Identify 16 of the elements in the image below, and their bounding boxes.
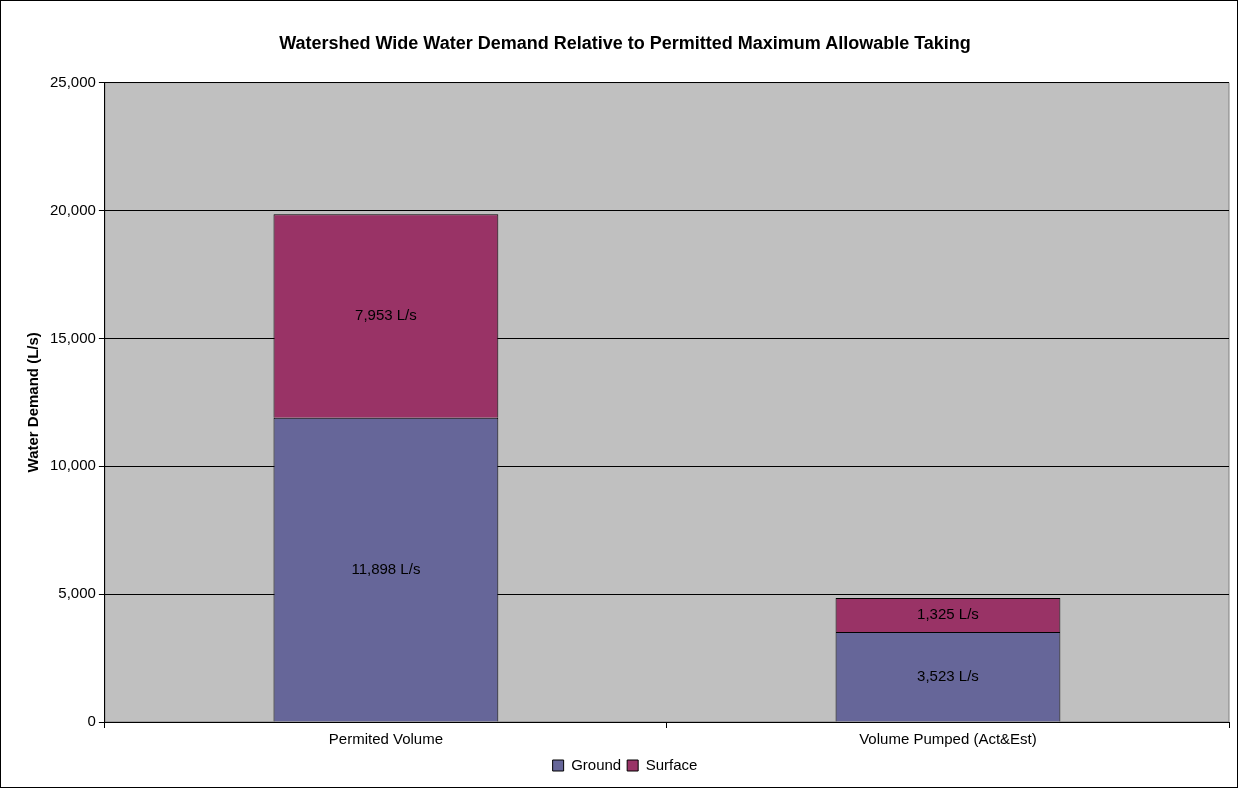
legend-label: Surface [645, 755, 698, 773]
y-tick-label: 20,000 [49, 200, 96, 218]
data-label: 1,325 L/s [917, 605, 979, 623]
y-tick-label: 10,000 [49, 456, 96, 474]
y-tick-label: 5,000 [58, 584, 96, 602]
data-label: 7,953 L/s [355, 306, 417, 324]
chart-title: Watershed Wide Water Demand Relative to Permitted Maximum Allowable Taking [279, 32, 971, 53]
data-label: 11,898 L/s [351, 559, 421, 577]
legend-label: Ground [571, 755, 622, 773]
y-tick-label: 15,000 [49, 328, 96, 346]
y-tick-label: 25,000 [49, 72, 96, 90]
data-label: 3,523 L/s [917, 666, 979, 684]
x-tick-label: Volume Pumped (Act&Est) [859, 730, 1037, 748]
x-tick-label: Permited Volume [328, 730, 444, 748]
y-tick-label: 0 [87, 712, 96, 730]
y-axis-title: Water Demand (L/s) [24, 332, 42, 473]
